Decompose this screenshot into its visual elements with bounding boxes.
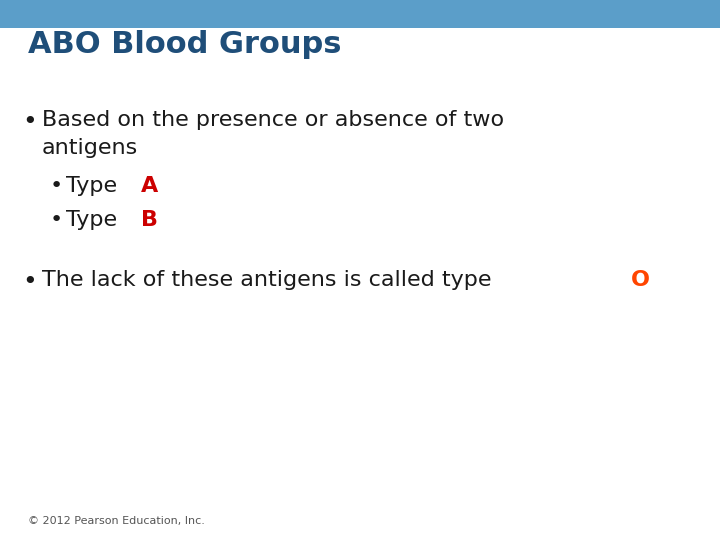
Text: antigens: antigens	[42, 138, 138, 158]
Bar	[0, 0, 720, 28]
Text: © 2012 Pearson Education, Inc.: © 2012 Pearson Education, Inc.	[28, 516, 205, 526]
Text: O: O	[631, 270, 650, 290]
Text: •: •	[22, 270, 37, 294]
Text: Type: Type	[66, 210, 125, 230]
Text: Type: Type	[66, 176, 125, 196]
Text: B: B	[141, 210, 158, 230]
Text: ABO Blood Groups: ABO Blood Groups	[28, 30, 341, 59]
Text: A: A	[141, 176, 158, 196]
Text: The lack of these antigens is called type: The lack of these antigens is called typ…	[42, 270, 499, 290]
Text: •: •	[50, 210, 63, 230]
Text: Based on the presence or absence of two: Based on the presence or absence of two	[42, 110, 504, 130]
Text: •: •	[50, 176, 63, 196]
Text: •: •	[22, 110, 37, 134]
